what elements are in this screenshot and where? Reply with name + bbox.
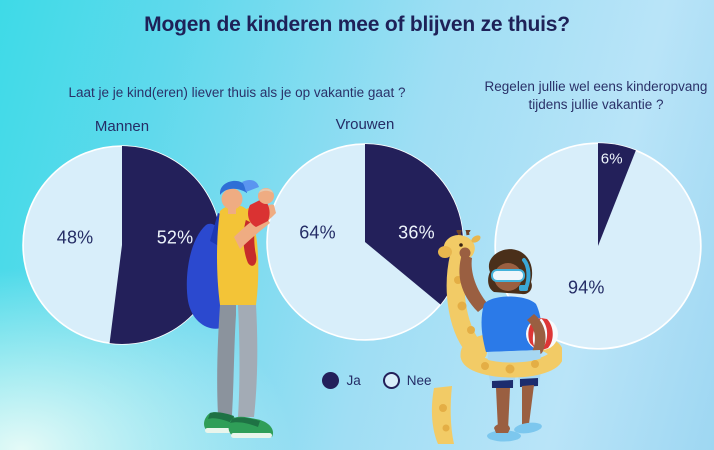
shorts-hem [520, 378, 538, 387]
legend-nee-swatch [382, 372, 400, 389]
question-right: Regelen jullie wel eens kinderopvang tij… [484, 79, 708, 113]
pie-label-nee: 48% [56, 227, 94, 248]
child-leg-left [496, 388, 510, 430]
giraffe-spot [442, 424, 450, 432]
legend-ja-swatch [322, 372, 340, 389]
illustration-child-with-giraffe-float [431, 230, 562, 444]
giraffe-ear [471, 235, 481, 243]
man-cap [220, 180, 247, 195]
ring-spot [531, 360, 539, 368]
snorkel-mouthpiece [519, 285, 528, 291]
giraffe-muzzle [438, 246, 452, 258]
legend-ja-label: Ja [346, 373, 361, 388]
ring-spot [505, 364, 515, 374]
giraffe-ossicone-knob [465, 230, 471, 233]
legend-nee-label: Nee [406, 373, 432, 388]
legend: Ja Nee [292, 372, 462, 389]
pie-title-vrouwen: Vrouwen [335, 116, 395, 133]
man-shoe-left-top [208, 412, 234, 423]
child-foot-left [494, 423, 510, 433]
pie-slice-ja [365, 144, 463, 305]
man-head [221, 188, 243, 210]
child-leg-right [522, 385, 534, 425]
man-leg-left [217, 305, 236, 415]
man-leg-right [238, 305, 258, 417]
giraffe-leg [431, 386, 454, 444]
legend-item-ja: Ja [322, 372, 361, 389]
pie-label-ja: 6% [600, 150, 623, 168]
pie-label-ja: 52% [156, 227, 194, 248]
pie-kinderopvang-svg [494, 142, 702, 350]
illustration-man-with-baby [186, 179, 276, 438]
pie-chart-kinderopvang: 6% 94% [492, 140, 704, 352]
giraffe-ring-front [460, 346, 562, 378]
page-title: Mogen de kinderen mee of blijven ze thui… [144, 13, 570, 36]
beach-ball-stripe [541, 318, 553, 350]
giraffe-eye [459, 243, 463, 247]
pie-label-nee: 94% [568, 277, 605, 298]
flip-flop-right [514, 422, 542, 434]
flip-flop-left [487, 430, 521, 442]
shorts-hem [492, 380, 513, 388]
baby-hair [259, 188, 273, 193]
question-left: Laat je je kind(eren) liever thuis als j… [68, 85, 406, 100]
pie-slice-ja [598, 143, 636, 246]
child-arm-raised [459, 254, 488, 312]
man-shoe-right-top [230, 417, 260, 427]
baby-body [248, 199, 270, 227]
giraffe-ossicone-knob [456, 230, 462, 234]
legend-item-nee: Nee [382, 372, 432, 389]
child-hand [459, 247, 471, 259]
giraffe-spot [467, 326, 475, 334]
snorkel-mask [491, 269, 525, 282]
pie-label-ja: 36% [398, 222, 435, 243]
man-cap-brim [242, 179, 259, 192]
pie-label-nee: 64% [299, 222, 336, 243]
pie-title-mannen: Mannen [94, 118, 150, 135]
child-arm-ball [527, 314, 546, 356]
baby-head [258, 188, 274, 204]
giraffe-spot [439, 404, 447, 412]
giraffe-spot [457, 301, 467, 311]
ring-spot [481, 362, 489, 370]
man-shoe-right-sole [231, 433, 272, 438]
pie-chart-vrouwen: Vrouwen 64% 36% [264, 116, 466, 343]
